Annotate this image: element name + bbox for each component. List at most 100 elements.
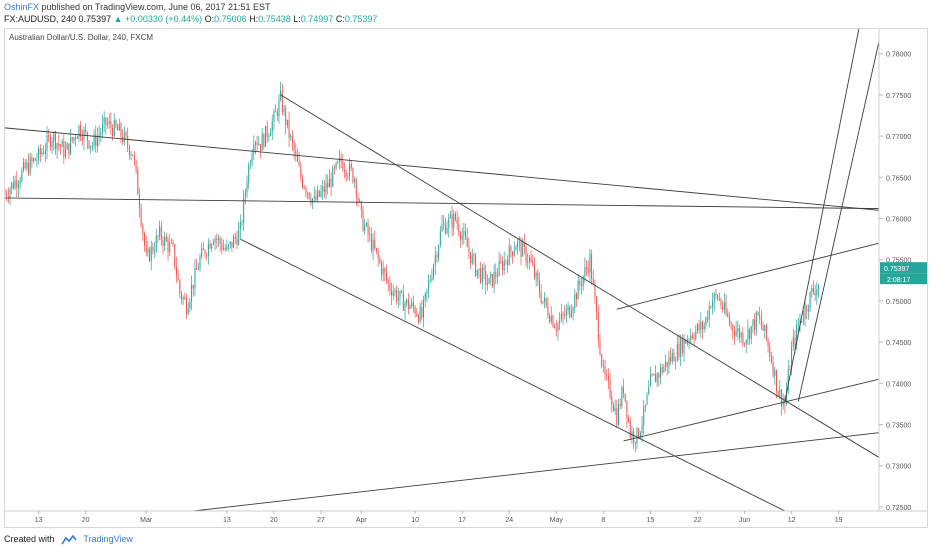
candle-body [510,246,512,252]
candle-body [594,283,596,298]
candle-body [686,340,688,344]
candle-body [623,387,625,394]
time-tick-label: 20 [270,517,278,524]
candle-body [142,224,144,234]
candle-body [717,295,719,299]
trendline[interactable] [280,94,880,458]
brand-link[interactable]: TradingView [83,534,133,544]
candle-body [755,312,757,330]
tradingview-logo-icon [61,534,77,545]
trendlines[interactable] [4,28,880,512]
candle-body [150,246,152,262]
candle-body [475,255,477,276]
candle-body [362,209,364,231]
candle-body [224,248,226,250]
candle-body [300,165,302,178]
candle-body [483,267,485,271]
time-tick-label: 24 [505,517,513,524]
candle-body [665,361,667,368]
candle-body [270,133,272,136]
price-tick-label: 0.76000 [886,217,911,224]
candle-body [145,245,147,253]
candle-body [135,160,137,171]
candle-body [512,251,514,256]
candle-body [179,280,181,294]
candle-body [12,182,14,189]
trendline[interactable] [240,238,786,512]
candle-body [36,159,38,161]
candle-body [616,408,618,425]
created-with-text: Created with [4,534,55,544]
candle-body [164,236,166,246]
candle-body [28,162,30,174]
candle-body [291,135,293,143]
candle-body [574,293,576,308]
candle-body [6,193,8,197]
candle-body [505,260,507,262]
candle-body [222,248,225,250]
candle-body [470,252,472,264]
candle-body [611,397,613,405]
candle-body [738,328,741,338]
candle-body [189,301,191,309]
candle-body [357,196,359,201]
candle-body [313,195,315,199]
candle-body [614,408,616,411]
candle-body [725,302,727,314]
candle-body [584,267,586,277]
candle-body [476,269,478,276]
publish-header: OshinFX published on TradingView.com, Ju… [0,0,932,27]
low-label: L: [293,14,301,24]
candle-body [53,133,55,142]
candle-body [375,248,377,251]
candle-body [659,367,662,378]
candle-body [39,148,41,155]
trendline[interactable] [797,41,880,402]
candle-body [720,299,722,307]
candle-body [683,339,685,354]
trendline[interactable] [193,432,880,512]
candle-body [703,325,705,330]
candle-body [286,119,288,126]
time-tick-label: Mar [140,517,153,524]
candle-body [666,361,668,368]
trendline[interactable] [616,242,880,310]
candle-body [78,125,80,138]
candle-body [24,162,26,169]
candle-body [162,240,164,246]
chart-frame[interactable]: 0.78000 0.77500 0.77000 0.76500 0.76000 0.755… [4,28,928,528]
symbol-label: FX:AUDUSD, 240 [4,14,77,24]
candle-body [586,267,588,269]
trendline[interactable] [784,28,860,402]
time-axis[interactable]: 13 20 Mar 13 20 27 Apr 10 17 24 May 8 15 22 Jun 12 19 [35,511,843,524]
candle-body [713,293,715,302]
candle-body [233,237,235,248]
candle-body [708,306,710,320]
candle-body [86,132,88,141]
trendline[interactable] [4,127,880,211]
price-tick-label: 0.74000 [886,381,911,388]
candle-body [572,307,574,314]
price-tick-label: 0.72500 [886,505,911,512]
close-value: 0.75397 [344,14,378,24]
chart-canvas[interactable]: 0.78000 0.77500 0.77000 0.76500 0.76000 0.755… [4,28,927,527]
candle-body [806,306,808,312]
candle-body [722,306,724,310]
candle-body [727,313,729,317]
time-tick-label: Apr [356,517,368,524]
candle-body [43,152,45,154]
candle-body [175,266,177,275]
trendline[interactable] [4,197,880,210]
candle-body [38,148,40,160]
author-link[interactable]: OshinFX [4,2,40,12]
price-axis[interactable]: 0.78000 0.77500 0.77000 0.76500 0.76000 0.755… [879,52,911,512]
candle-body [562,313,564,315]
candle-body [204,250,206,256]
candle-body [59,145,61,147]
trendline[interactable] [623,378,880,442]
candle-body [359,200,361,202]
candle-body [473,254,475,256]
candle-body [728,316,730,324]
candle-body [315,195,317,200]
footer-credit: Created with TradingView [4,534,133,545]
